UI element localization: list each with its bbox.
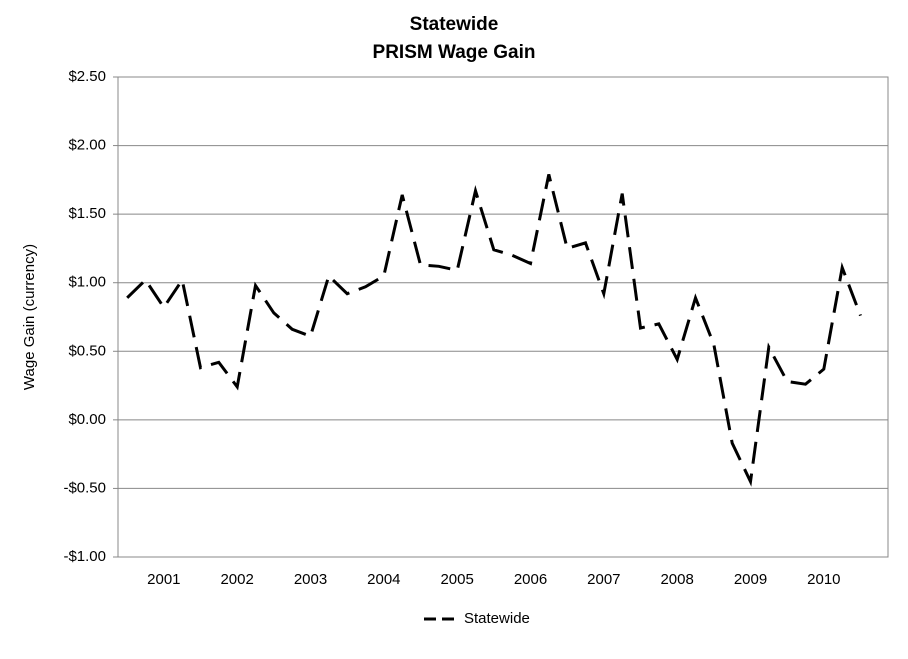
x-tick-label: 2004: [367, 571, 400, 588]
y-tick-label: -$1.00: [63, 548, 106, 565]
x-tick-label: 2002: [220, 571, 253, 588]
x-tick-label: 2007: [587, 571, 620, 588]
y-tick-label: $2.50: [68, 68, 106, 85]
y-tick-label: $0.50: [68, 342, 106, 359]
x-tick-label: 2001: [147, 571, 180, 588]
legend-label: Statewide: [464, 610, 530, 627]
y-axis-label: Wage Gain (currency): [21, 244, 38, 390]
x-tick-label: 2010: [807, 571, 840, 588]
y-tick-label: $1.00: [68, 274, 106, 291]
x-tick-label: 2006: [514, 571, 547, 588]
x-tick-label: 2003: [294, 571, 327, 588]
y-tick-label: -$0.50: [63, 479, 106, 496]
x-tick-label: 2009: [734, 571, 767, 588]
y-tick-label: $2.00: [68, 137, 106, 154]
data-line: [126, 174, 862, 487]
chart-subtitle: PRISM Wage Gain: [373, 42, 536, 63]
y-tick-label: $1.50: [68, 205, 106, 222]
chart-title: Statewide: [410, 14, 499, 35]
plot-area: [117, 76, 889, 558]
y-tick-label: $0.00: [68, 411, 106, 428]
x-tick-label: 2005: [440, 571, 473, 588]
x-tick-label: 2008: [660, 571, 693, 588]
